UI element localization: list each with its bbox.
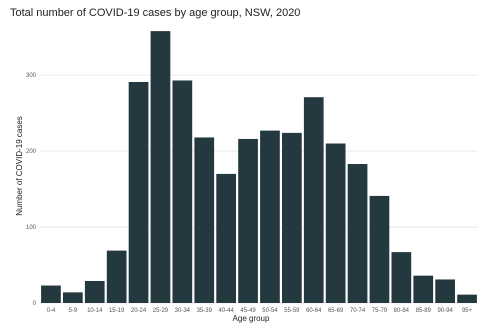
bar-60-64 [303,97,324,303]
bar-40-44 [216,173,237,303]
bar-50-54 [260,130,280,303]
bar-55-59 [281,132,302,303]
x-tick-label: 20-24 [131,308,147,314]
x-tick-label: 0-4 [47,308,56,314]
x-tick-label: 75-79 [372,308,388,314]
x-tick-label: 80-84 [394,308,410,314]
x-tick-label: 65-69 [328,308,344,314]
x-tick-label: 35-39 [197,308,213,314]
x-tick-label: 10-14 [87,308,103,314]
bar-10-14 [84,280,105,303]
x-tick-label: 5-9 [69,308,78,314]
x-tick-label: 70-74 [350,308,366,314]
y-axis-label: Number of COVID-19 cases [15,116,24,216]
chart-title: Total number of COVID-19 cases by age gr… [10,7,300,19]
bar-80-84 [391,252,412,303]
y-tick-label: 200 [26,149,37,155]
bar-70-74 [347,164,368,303]
x-tick-label: 60-64 [306,308,322,314]
bar-30-34 [172,80,193,303]
x-tick-label: 50-54 [262,308,278,314]
y-tick-label: 100 [26,225,37,231]
x-tick-label: 95+ [462,308,473,314]
gridlines [40,74,478,304]
x-tick-label: 40-44 [218,308,234,314]
bar-45-49 [238,138,258,303]
bar-65-69 [325,143,346,303]
bar-20-24 [128,81,149,303]
bar-5-9 [62,292,83,303]
bars [41,31,477,303]
bar-95+ [457,294,477,303]
y-tick-labels: 0 100 200 300 [26,73,37,307]
y-tick-label: 0 [33,301,37,307]
bar-0-4 [41,285,61,303]
x-tick-label: 90-94 [437,308,453,314]
bar-90-94 [435,279,456,303]
x-tick-label: 85-89 [416,308,432,314]
x-tick-label: 30-34 [175,308,191,314]
bar-85-89 [413,275,434,303]
x-tick-label: 45-49 [240,308,256,314]
bar-25-29 [150,31,171,303]
x-axis-label: Age group [233,314,270,323]
x-tick-labels: 0-4 5-9 10-14 15-19 20-24 25-29 30-34 35-39 40-4… [47,308,473,314]
bar-35-39 [194,137,215,303]
x-tick-label: 55-59 [284,308,300,314]
x-tick-label: 15-19 [109,308,125,314]
bar-15-19 [106,250,127,303]
x-tick-label: 25-29 [153,308,169,314]
y-tick-label: 300 [26,73,37,79]
bar-75-79 [369,195,390,303]
